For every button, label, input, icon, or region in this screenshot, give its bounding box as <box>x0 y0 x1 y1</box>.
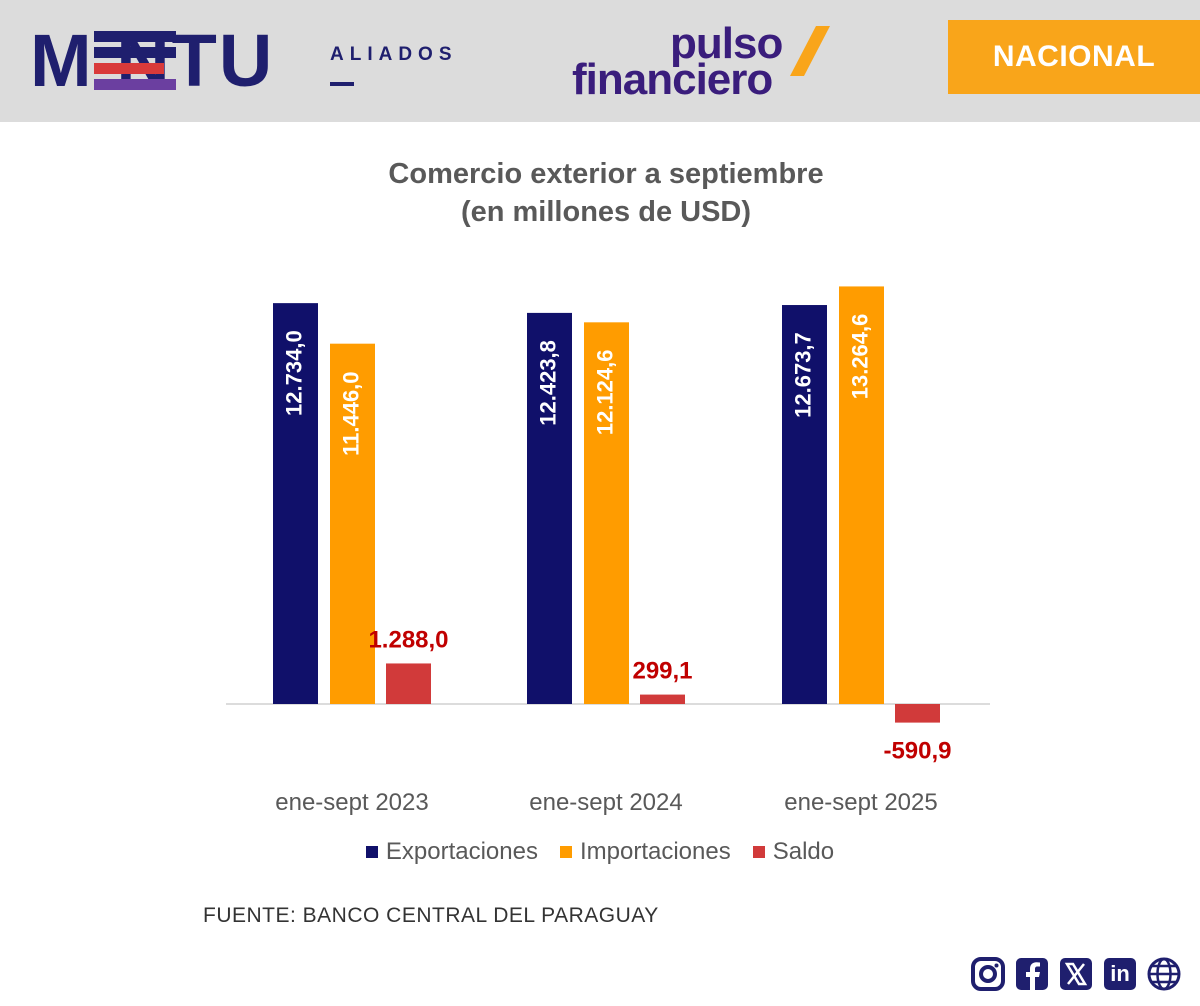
data-label-exportaciones-1: 12.734,0 <box>281 330 306 416</box>
pulso-financiero-logo: pulso financiero <box>572 22 842 104</box>
chart-title-line2: (en millones de USD) <box>460 196 752 228</box>
bar-saldo-3 <box>895 704 940 723</box>
globe-icon[interactable] <box>1146 956 1182 992</box>
legend-label-exportaciones: Exportaciones <box>385 838 538 865</box>
chart-legend: Exportaciones Importaciones Saldo <box>0 838 1200 866</box>
data-label-saldo-2: 299,1 <box>632 658 692 685</box>
data-label-exportaciones-2: 12.423,8 <box>535 340 560 426</box>
x-icon[interactable] <box>1058 956 1094 992</box>
legend-swatch-saldo <box>752 846 765 858</box>
bar-exportaciones-2 <box>527 312 572 704</box>
aliados-dash <box>330 82 354 86</box>
legend-item-importaciones: Importaciones <box>559 838 731 866</box>
source-note: FUENTE: BANCO CENTRAL DEL PARAGUAY <box>203 904 659 927</box>
legend-item-exportaciones: Exportaciones <box>365 838 538 866</box>
bar-importaciones-3 <box>839 286 884 704</box>
bar-saldo-1 <box>386 663 431 704</box>
pulso-slash-icon <box>790 26 830 76</box>
chart-title: Comercio exterior a septiembre (en millo… <box>200 155 1012 231</box>
data-label-exportaciones-3: 12.673,7 <box>790 332 815 418</box>
x-tick-label-2: ene-sept 2024 <box>529 789 682 816</box>
legend-item-saldo: Saldo <box>752 838 835 866</box>
x-tick-label-3: ene-sept 2025 <box>784 789 937 816</box>
data-label-saldo-3: -590,9 <box>883 738 951 765</box>
bar-importaciones-2 <box>584 322 629 704</box>
linkedin-label: in <box>1110 961 1130 986</box>
section-badge: NACIONAL <box>948 20 1200 94</box>
legend-label-importaciones: Importaciones <box>579 838 731 865</box>
legend-label-saldo: Saldo <box>772 838 835 865</box>
header-bar: M NTU ALIADOS pulso financiero NACIONAL <box>0 0 1200 122</box>
mentu-e-stripes <box>94 31 176 91</box>
data-label-importaciones-2: 12.124,6 <box>592 349 617 435</box>
instagram-icon[interactable] <box>970 956 1006 992</box>
pulso-logo-top: pulso <box>670 19 783 68</box>
legend-swatch-importaciones <box>559 846 572 858</box>
facebook-icon[interactable] <box>1014 956 1050 992</box>
legend-swatch-exportaciones <box>365 846 378 858</box>
chart-title-line1: Comercio exterior a septiembre <box>388 158 824 190</box>
data-label-importaciones-1: 11.446,0 <box>338 371 363 455</box>
data-label-saldo-1: 1.288,0 <box>368 626 448 653</box>
bar-importaciones-1 <box>330 343 375 704</box>
bar-saldo-2 <box>640 694 685 704</box>
bar-exportaciones-3 <box>782 305 827 704</box>
data-label-importaciones-3: 13.264,6 <box>847 314 872 400</box>
x-tick-label-1: ene-sept 2023 <box>275 789 428 816</box>
bar-chart: 12.734,0 11.446,0 1.288,0 ene-sept 2023 12.4… <box>226 286 990 816</box>
social-icons: in <box>970 956 1182 992</box>
bar-exportaciones-1 <box>273 303 318 704</box>
pulso-logo-bottom: financiero <box>572 55 773 104</box>
aliados-label: ALIADOS <box>330 44 458 65</box>
linkedin-icon[interactable]: in <box>1102 956 1138 992</box>
